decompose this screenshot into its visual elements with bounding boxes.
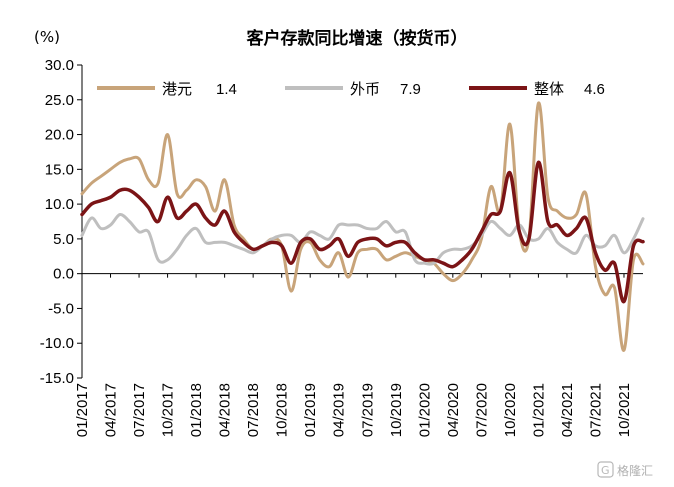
series-line-2 (80, 212, 645, 266)
x-tick-label: 01/2019 (302, 383, 319, 437)
watermark-icon-glyph: G (601, 464, 610, 477)
x-tick-label: 04/2018 (217, 383, 234, 437)
legend-value: 7.9 (400, 81, 421, 98)
series-group (80, 101, 645, 352)
y-axis-unit: (%) (34, 28, 60, 46)
x-tick-label: 10/2021 (616, 383, 633, 437)
y-tick-label: 10.0 (45, 196, 74, 213)
x-tick-label: 07/2021 (587, 383, 604, 437)
legend: 港元 1.4 外币 7.9 整体 4.6 (97, 80, 605, 98)
x-tick-label: 04/2021 (559, 383, 576, 437)
watermark-icon (597, 461, 614, 478)
y-tick-label: 5.0 (53, 231, 74, 248)
watermark-logo: G 格隆汇 (597, 461, 653, 478)
legend-item-2: 外币 7.9 (285, 80, 421, 98)
x-tick-label: 10/2019 (388, 383, 405, 437)
x-tick-label: 10/2020 (502, 383, 519, 437)
x-tick-label: 07/2019 (359, 383, 376, 437)
watermark-text: 格隆汇 (617, 463, 653, 478)
x-tick-label: 07/2020 (473, 383, 490, 437)
legend-label: 整体 (534, 80, 564, 98)
y-tick-label: 15.0 (45, 161, 74, 178)
x-tick-label: 04/2019 (331, 383, 348, 437)
x-tick-label: 01/2018 (188, 383, 205, 437)
legend-value: 4.6 (584, 81, 605, 98)
legend-item-3: 整体 4.6 (469, 80, 605, 98)
x-tick-label: 01/2021 (530, 383, 547, 437)
series-line-1 (80, 101, 645, 352)
x-tick-label: 01/2017 (74, 383, 91, 437)
x-tick-label: 01/2020 (416, 383, 433, 437)
x-axis: 01/2017 04/2017 07/2017 10/2017 01/2018 04/20… (74, 273, 643, 437)
legend-label: 外币 (350, 80, 380, 98)
y-tick-label: 25.0 (45, 92, 74, 109)
y-tick-label: -10.0 (40, 335, 74, 352)
y-tick-label: -5.0 (48, 300, 74, 317)
legend-item-1: 港元 1.4 (97, 80, 237, 98)
chart-title: 客户存款同比增速（按货币） (246, 28, 468, 49)
y-axis: 30.0 25.0 20.0 15.0 10.0 5.0 0.0 -5.0 -10.0 -15.0 (40, 57, 83, 387)
x-tick-label: 04/2017 (103, 383, 120, 437)
y-tick-label: 0.0 (53, 266, 74, 283)
legend-value: 1.4 (216, 81, 237, 98)
series-line-3 (80, 160, 645, 304)
y-tick-label: 20.0 (45, 127, 74, 144)
x-tick-label: 07/2018 (245, 383, 262, 437)
legend-label: 港元 (162, 80, 192, 98)
x-tick-label: 07/2017 (131, 383, 148, 437)
x-tick-label: 04/2020 (445, 383, 462, 437)
x-tick-label: 10/2018 (274, 383, 291, 437)
x-tick-label: 10/2017 (160, 383, 177, 437)
y-tick-label: 30.0 (45, 57, 74, 74)
y-tick-label: -15.0 (40, 370, 74, 387)
